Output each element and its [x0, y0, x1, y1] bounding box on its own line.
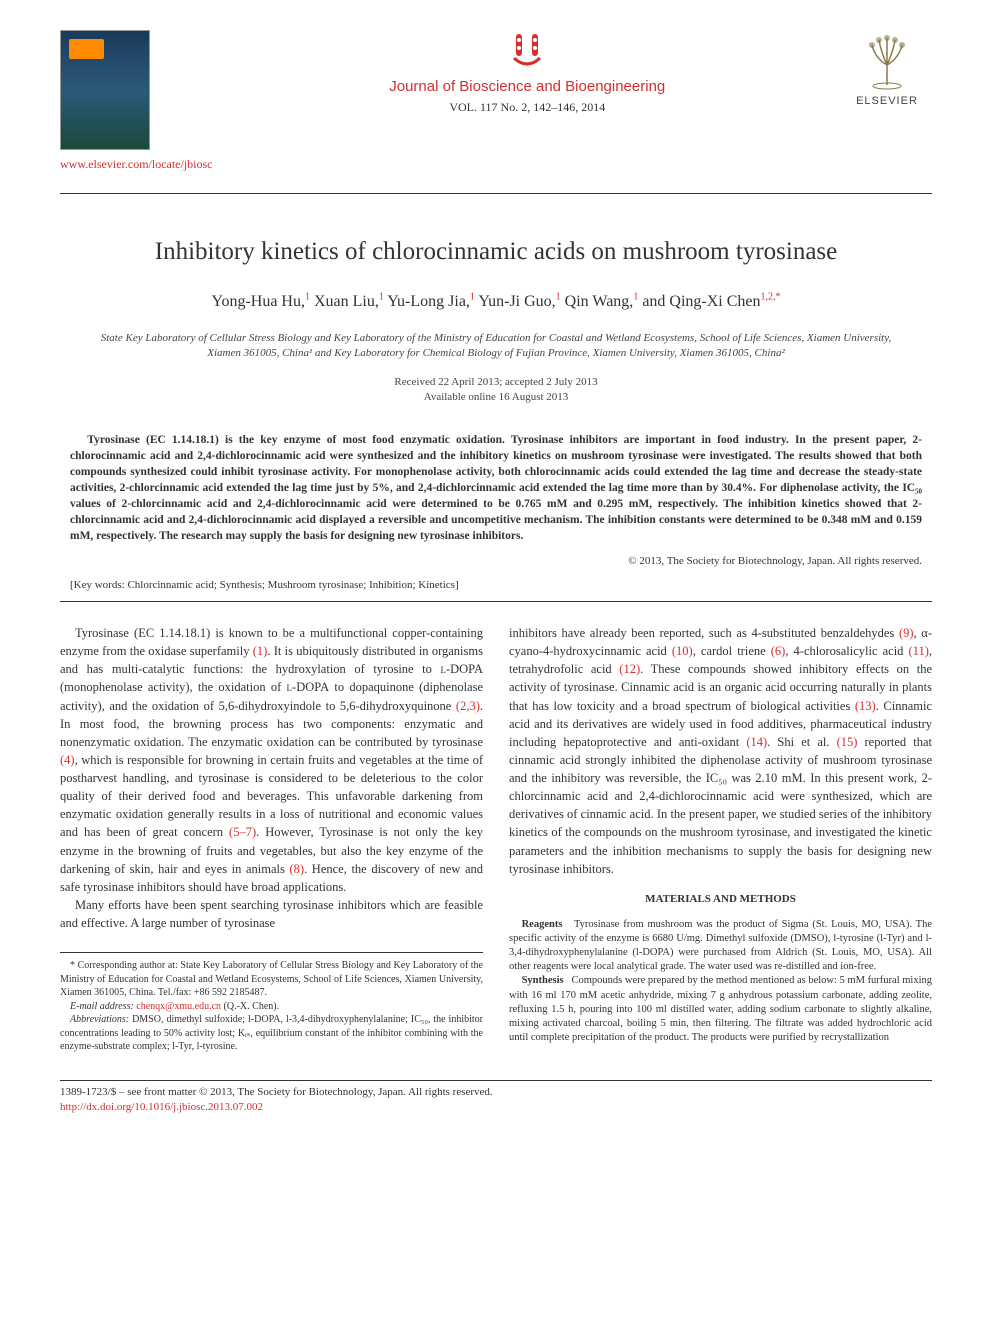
publisher-label: ELSEVIER	[842, 94, 932, 109]
article-title: Inhibitory kinetics of chlorocinnamic ac…	[60, 234, 932, 269]
keywords-list: Chlorcinnamic acid; Synthesis; Mushroom …	[127, 579, 458, 591]
footer-rule	[60, 1080, 932, 1081]
page-footer: 1389-1723/$ – see front matter © 2013, T…	[60, 1080, 932, 1116]
citation-link[interactable]: (11)	[909, 644, 929, 658]
citation-link[interactable]: (2,3)	[456, 699, 480, 713]
author: Yu-Long Jia,1	[387, 293, 475, 310]
citation-link[interactable]: (9)	[899, 626, 914, 640]
citation-link[interactable]: (10)	[672, 644, 693, 658]
citation-link[interactable]: (8)	[289, 862, 304, 876]
email-link[interactable]: chenqx@xmu.edu.cn	[136, 1001, 221, 1012]
citation-link[interactable]: (15)	[837, 735, 858, 749]
header-rule	[60, 193, 932, 194]
issn-line: 1389-1723/$ – see front matter © 2013, T…	[60, 1085, 932, 1100]
section-heading-materials: MATERIALS AND METHODS	[509, 892, 932, 908]
header-left: www.elsevier.com/locate/jbiosc	[60, 30, 213, 173]
journal-name: Journal of Bioscience and Bioengineering	[233, 76, 822, 97]
journal-title-block: Journal of Bioscience and Bioengineering…	[213, 30, 842, 116]
online-date: Available online 16 August 2013	[60, 390, 932, 405]
body-paragraph: inhibitors have already been reported, s…	[509, 624, 932, 878]
article-body: Tyrosinase (EC 1.14.18.1) is known to be…	[60, 624, 932, 1054]
abbreviations: Abbreviations: DMSO, dimethyl sulfoxide;…	[60, 1013, 483, 1054]
journal-header: www.elsevier.com/locate/jbiosc Journal o…	[60, 30, 932, 173]
doi-link[interactable]: http://dx.doi.org/10.1016/j.jbiosc.2013.…	[60, 1100, 932, 1115]
citation-link[interactable]: (4)	[60, 753, 75, 767]
keywords-label: [Key words:	[70, 579, 125, 591]
citation-link[interactable]: (6)	[771, 644, 786, 658]
corresponding-author: * Corresponding author at: State Key Lab…	[60, 959, 483, 1000]
abstract: Tyrosinase (EC 1.14.18.1) is the key enz…	[70, 432, 922, 545]
email-line: E-mail address: chenqx@xmu.edu.cn (Q.-X.…	[60, 1000, 483, 1014]
citation-link[interactable]: (1)	[253, 644, 268, 658]
author: Yong-Hua Hu,1	[211, 293, 310, 310]
author: Qin Wang,1	[565, 293, 639, 310]
citation-link[interactable]: (14)	[746, 735, 767, 749]
article-dates: Received 22 April 2013; accepted 2 July …	[60, 375, 932, 406]
body-paragraph: Tyrosinase (EC 1.14.18.1) is known to be…	[60, 624, 483, 896]
materials-synthesis: Synthesis Compounds were prepared by the…	[509, 974, 932, 1045]
authors-line: Yong-Hua Hu,1 Xuan Liu,1 Yu-Long Jia,1 Y…	[60, 291, 932, 313]
abstract-copyright: © 2013, The Society for Biotechnology, J…	[70, 554, 922, 569]
citation-link[interactable]: (13)	[855, 699, 876, 713]
materials-reagents: Reagents Tyrosinase from mushroom was th…	[509, 918, 932, 975]
abstract-rule	[60, 601, 932, 602]
citation-link[interactable]: (5–7)	[229, 825, 256, 839]
author: Xuan Liu,1	[314, 293, 384, 310]
elsevier-tree-icon	[857, 30, 917, 90]
citation-link[interactable]: (12)	[619, 662, 640, 676]
journal-cover-thumb	[60, 30, 150, 150]
elsevier-locate-link[interactable]: www.elsevier.com/locate/jbiosc	[60, 156, 213, 173]
author: and Qing-Xi Chen1,2,*	[642, 293, 780, 310]
journal-icon	[502, 30, 552, 70]
journal-volume: VOL. 117 No. 2, 142–146, 2014	[233, 99, 822, 116]
affiliation: State Key Laboratory of Cellular Stress …	[100, 331, 892, 361]
author: Yun-Ji Guo,1	[478, 293, 560, 310]
footnotes: * Corresponding author at: State Key Lab…	[60, 952, 483, 1054]
publisher-block: ELSEVIER	[842, 30, 932, 109]
body-paragraph: Many efforts have been spent searching t…	[60, 896, 483, 932]
keywords-line: [Key words: Chlorcinnamic acid; Synthesi…	[70, 578, 922, 593]
received-date: Received 22 April 2013; accepted 2 July …	[60, 375, 932, 390]
